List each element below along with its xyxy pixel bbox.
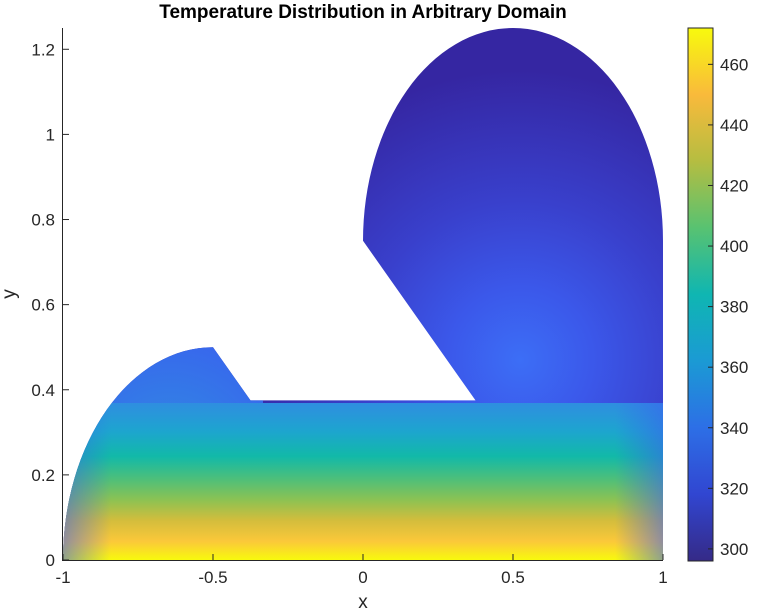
colorbar: 300 320 340 360 380 400 420 440 460 bbox=[687, 27, 748, 562]
colorbar-tick-label: 300 bbox=[720, 540, 748, 559]
y-tick-label: 1.2 bbox=[31, 40, 55, 59]
colorbar-tick-label: 360 bbox=[720, 358, 748, 377]
x-tick-label: -0.5 bbox=[198, 568, 227, 587]
colorbar-tick-label: 380 bbox=[720, 298, 748, 317]
chart-title: Temperature Distribution in Arbitrary Do… bbox=[159, 2, 567, 23]
y-tick-label: 1 bbox=[46, 125, 55, 144]
x-tick-label: 0 bbox=[358, 568, 367, 587]
colorbar-tick-label: 420 bbox=[720, 176, 748, 195]
colorbar-ticks: 300 320 340 360 380 400 420 440 460 bbox=[708, 55, 748, 559]
y-axis-label: y bbox=[0, 289, 20, 299]
colorbar-tick-label: 460 bbox=[720, 55, 748, 74]
x-tick-label: -1 bbox=[55, 568, 70, 587]
colorbar-tick-label: 400 bbox=[720, 237, 748, 256]
y-ticks: 0 0.2 0.4 0.6 0.8 1 1.2 bbox=[31, 40, 69, 570]
y-tick-label: 0.4 bbox=[31, 381, 55, 400]
y-tick-label: 0 bbox=[46, 551, 55, 570]
colorbar-tick-label: 340 bbox=[720, 419, 748, 438]
colorbar-gradient bbox=[687, 27, 714, 562]
x-tick-label: 1 bbox=[658, 568, 667, 587]
y-tick-label: 0.6 bbox=[31, 296, 55, 315]
y-tick-label: 0.2 bbox=[31, 466, 55, 485]
x-tick-label: 0.5 bbox=[501, 568, 525, 587]
edge-fade-layer bbox=[63, 403, 663, 560]
colorbar-tick-label: 320 bbox=[720, 479, 748, 498]
x-ticks: -1 -0.5 0 0.5 1 bbox=[55, 554, 668, 587]
y-tick-label: 0.8 bbox=[31, 211, 55, 230]
x-axis-label: x bbox=[358, 592, 368, 611]
colorbar-tick-label: 440 bbox=[720, 116, 748, 135]
